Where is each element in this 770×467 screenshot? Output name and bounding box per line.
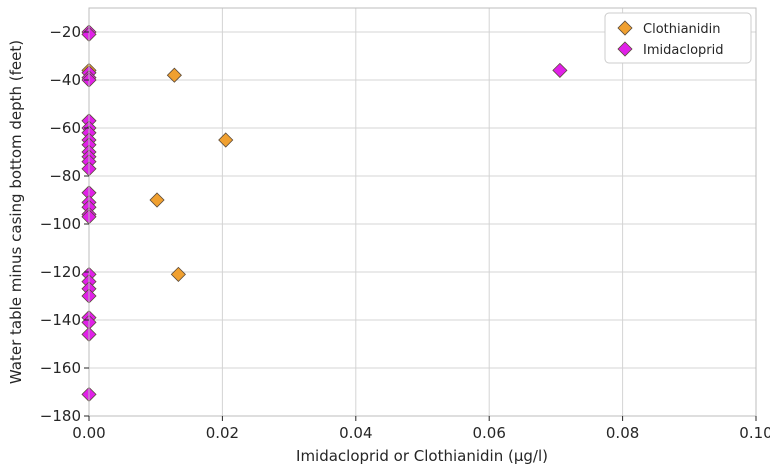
legend-marker-imidacloprid xyxy=(617,41,633,57)
y-tick-label: −40 xyxy=(49,71,81,89)
data-point-clothianidin xyxy=(149,192,165,208)
legend-label: Imidacloprid xyxy=(643,43,724,58)
x-tick-label: 0.10 xyxy=(739,424,770,442)
plot-area xyxy=(89,8,756,416)
data-point-clothianidin xyxy=(218,132,234,148)
y-tick-label: −160 xyxy=(40,359,81,377)
x-tick-label: 0.06 xyxy=(472,424,505,442)
x-tick-label: 0.04 xyxy=(339,424,372,442)
y-tick-label: −80 xyxy=(49,167,81,185)
y-tick-label: −180 xyxy=(40,407,81,425)
data-point-clothianidin xyxy=(166,67,182,83)
y-tick-label: −140 xyxy=(40,311,81,329)
y-tick-label: −20 xyxy=(49,23,81,41)
y-axis-ticks: −20 −40 −60 −80 −100 −120 −140 −160 −180 xyxy=(40,23,89,425)
legend: Clothianidin Imidacloprid xyxy=(604,12,752,64)
data-point-imidacloprid xyxy=(552,62,568,78)
y-tick-label: −60 xyxy=(49,119,81,137)
x-tick-label: 0.02 xyxy=(206,424,239,442)
legend-label: Clothianidin xyxy=(643,22,721,37)
legend-marker-clothianidin xyxy=(617,20,633,36)
x-tick-label: 0.00 xyxy=(72,424,105,442)
data-point-clothianidin xyxy=(170,266,186,282)
legend-box xyxy=(604,12,752,64)
y-axis-label: Water table minus casing bottom depth (f… xyxy=(7,40,25,384)
y-tick-label: −120 xyxy=(40,263,81,281)
x-tick-label: 0.08 xyxy=(606,424,639,442)
x-axis-label: Imidacloprid or Clothianidin (µg/l) xyxy=(296,447,548,465)
plot-frame xyxy=(88,7,757,417)
y-tick-label: −100 xyxy=(40,215,81,233)
x-axis-ticks: 0.00 0.02 0.04 0.06 0.08 0.10 xyxy=(72,416,770,442)
